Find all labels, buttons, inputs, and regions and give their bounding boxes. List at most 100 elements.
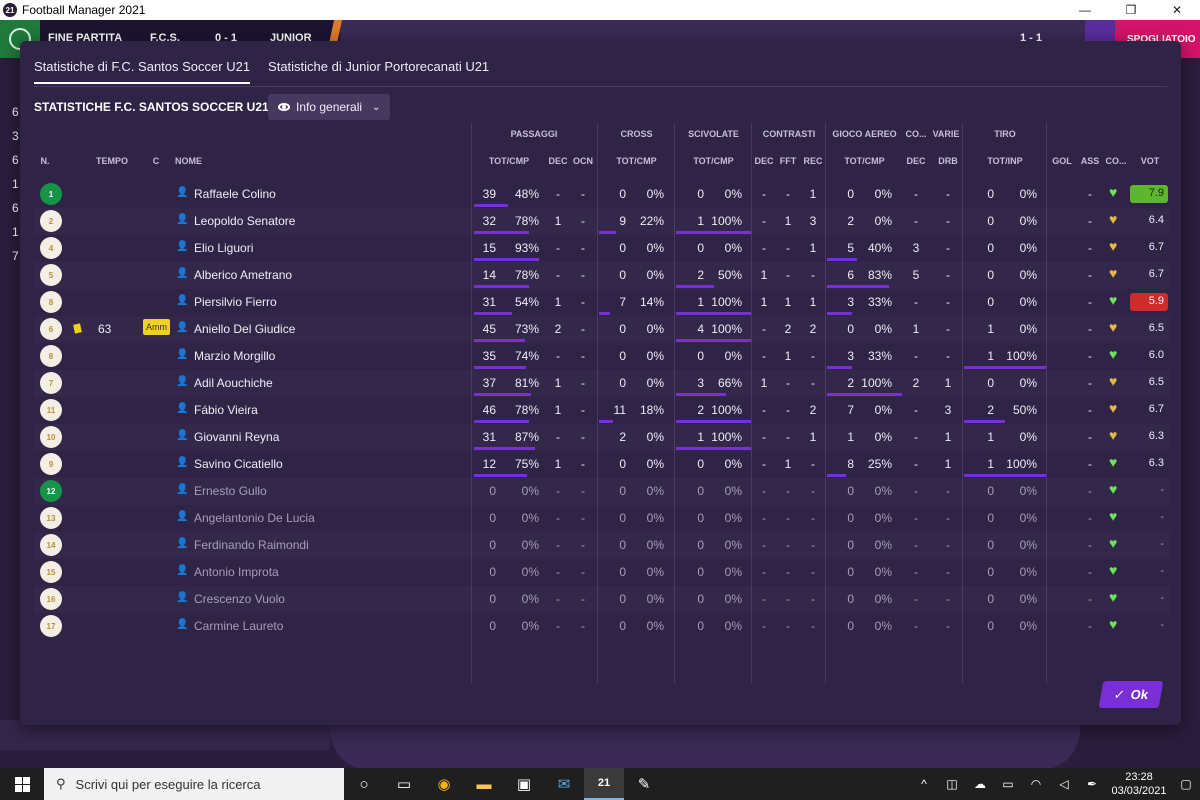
col-con-dec[interactable]: DEC [754, 156, 774, 166]
chevron-down-icon: ⌄ [372, 101, 381, 113]
col-condition[interactable]: CO... [1105, 156, 1127, 166]
paint-icon[interactable]: ✎ [637, 776, 651, 793]
col-aer-totcmp[interactable]: TOT/CMP [844, 156, 885, 166]
table-row[interactable]: 4 👤 Elio Liguori 15 93% - -0 0% 0 0% - -1 5 40% 3-0 0% -… [34, 235, 1170, 262]
table-row[interactable]: 12 👤 Ernesto Gullo 0 0% - - 0 0% 0 0% - - - 0 0% - - 0 0% - ♥… [34, 478, 1170, 505]
col-vot[interactable]: VOT [1140, 156, 1160, 166]
player-icon: 👤 [176, 457, 189, 468]
col-nome[interactable]: NOME [175, 156, 202, 166]
file-explorer-icon[interactable]: ▬ [476, 775, 492, 793]
view-selector-button[interactable]: Info generali ⌄ [268, 94, 390, 120]
table-row[interactable]: 2 👤 Leopoldo Senatore 32 78% 1-9 22% 1 100% -1 3 2 0… [34, 208, 1170, 235]
player-name[interactable]: Adil Aouchiche [194, 376, 273, 390]
task-view-icon[interactable]: ▭ [396, 776, 412, 793]
cortana-icon[interactable]: ○ [359, 775, 369, 793]
col-c[interactable]: C [152, 156, 160, 166]
col-tiro-totinp[interactable]: TOT/INP [987, 156, 1023, 166]
stat-ti-tot: 0 [987, 565, 994, 579]
player-name[interactable]: Raffaele Colino [194, 187, 276, 201]
wifi-icon[interactable]: ◠ [1030, 777, 1042, 791]
player-name[interactable]: Carmine Laureto [194, 619, 284, 633]
stat-ass: - [1088, 592, 1092, 606]
stat-sc-tot: 1 [697, 295, 704, 309]
player-name[interactable]: Fábio Vieira [194, 403, 258, 417]
tab-home-stats[interactable]: Statistiche di F.C. Santos Soccer U21 [34, 59, 251, 84]
player-name[interactable]: Aniello Del Giudice [194, 322, 296, 336]
table-row[interactable]: 5 👤 Alberico Ametrano 14 78% - -0 0% 2 50% 1- -6 83%… [34, 262, 1170, 289]
col-drb[interactable]: DRB [938, 156, 958, 166]
player-name[interactable]: Alberico Ametrano [194, 268, 293, 282]
table-row[interactable]: 14 👤 Ferdinando Raimondi 0 0% - - 0 0% 0 0% - - - 0 0% -… [34, 532, 1170, 559]
chevron-up-icon[interactable]: ^ [921, 777, 927, 791]
stat-bar [676, 312, 751, 315]
col-con-rec[interactable]: REC [803, 156, 823, 166]
clock[interactable]: 23:28 03/03/2021 [1106, 770, 1172, 798]
ok-button[interactable]: ✓ Ok [1098, 681, 1164, 708]
table-row[interactable]: 8 👤 Piersilvio Fierro 31 54% 1 - 7 14% 1 100% 1 1 1 3 3… [34, 289, 1170, 316]
stat-bar [474, 366, 526, 369]
stat-ae-tot: 0 [847, 592, 854, 606]
meet-icon[interactable]: ◫ [946, 777, 958, 791]
player-name[interactable]: Marzio Morgillo [194, 349, 276, 363]
stat-ti-tot: 0 [987, 511, 994, 525]
table-row[interactable]: 10 👤 Giovanni Reyna 31 87% - - 2 0% 1 100% - - 1 1 0% - 1… [34, 424, 1170, 451]
player-name[interactable]: Ernesto Gullo [194, 484, 267, 498]
table-row[interactable]: 6 63 Amm 👤 Aniello Del Giudice 45 73% 2-0 0% 4 100… [34, 316, 1170, 343]
maximize-button[interactable]: ❐ [1125, 3, 1137, 17]
cloud-icon[interactable]: ☁ [974, 777, 986, 791]
player-name[interactable]: Elio Liguori [194, 241, 254, 255]
football-manager-taskbar-icon[interactable]: 21 [584, 768, 624, 800]
col-pass-dec[interactable]: DEC [548, 156, 568, 166]
mail-icon[interactable]: ✉ [557, 776, 571, 793]
volume-icon[interactable]: ◁ [1059, 777, 1069, 791]
col-co-dec[interactable]: DEC [906, 156, 926, 166]
stat-cr-pct: 0% [646, 457, 664, 471]
player-name[interactable]: Piersilvio Fierro [194, 295, 277, 309]
stat-cr-pct: 0% [646, 592, 664, 606]
player-name[interactable]: Crescenzo Vuolo [194, 592, 285, 606]
condition-heart-icon: ♥ [1109, 211, 1118, 227]
col-sciv-totcmp[interactable]: TOT/CMP [693, 156, 734, 166]
table-row[interactable]: 8 👤 Marzio Morgillo 35 74% - - 0 0% 0 0% - 1 - 3 33% - - 1… [34, 343, 1170, 370]
store-icon[interactable]: ▣ [516, 776, 532, 793]
col-tempo[interactable]: TEMPO [95, 156, 128, 166]
condition-heart-icon: ♥ [1109, 400, 1118, 416]
col-cross-totcmp[interactable]: TOT/CMP [616, 156, 657, 166]
col-con-fft[interactable]: FFT [779, 156, 797, 166]
player-name[interactable]: Giovanni Reyna [194, 430, 280, 444]
start-button[interactable] [0, 768, 44, 800]
taskbar-search-input[interactable]: ⚲ Scrivi qui per eseguire la ricerca [44, 768, 344, 800]
stat-ct-dec: - [762, 322, 766, 336]
player-name[interactable]: Angelantonio De Lucia [194, 511, 315, 525]
player-rating: 6.5 [1148, 322, 1164, 334]
notifications-icon[interactable]: ▢ [1180, 777, 1192, 791]
table-row[interactable]: 17 👤 Carmine Laureto 0 0% - - 0 0% 0 0% - - - 0 0% - - 0 0%… [34, 613, 1170, 640]
stat-co-dec: - [914, 403, 918, 417]
col-n[interactable]: N. [40, 156, 50, 166]
tab-away-stats[interactable]: Statistiche di Junior Portorecanati U21 [268, 59, 490, 74]
stat-bar [676, 231, 751, 234]
player-name[interactable]: Antonio Improta [194, 565, 279, 579]
table-row[interactable]: 16 👤 Crescenzo Vuolo 0 0% - - 0 0% 0 0% - - - 0 0% - - 0 0%… [34, 586, 1170, 613]
player-name[interactable]: Leopoldo Senatore [194, 214, 296, 228]
col-pass-ocn[interactable]: OCN [573, 156, 593, 166]
table-row[interactable]: 1 👤 Raffaele Colino 39 48% - - 0 0% 0 0% - - 1 0 0% - - 0 0… [34, 181, 1170, 208]
table-row[interactable]: 11 👤 Fábio Vieira 46 78% 1 - 11 18% 2 100% - - 2 7 0% - 3… [34, 397, 1170, 424]
minimize-button[interactable]: — [1079, 3, 1091, 17]
col-ass[interactable]: ASS [1080, 156, 1100, 166]
table-row[interactable]: 7 👤 Adil Aouchiche 37 81% 1-0 0% 3 66% 1- -2 100% 2 1… [34, 370, 1170, 397]
player-name[interactable]: Savino Cicatiello [194, 457, 283, 471]
table-row[interactable]: 13 👤 Angelantonio De Lucia 0 0% - - 0 0% 0 0% - - - 0 0… [34, 505, 1170, 532]
battery-icon[interactable]: ▭ [1002, 777, 1014, 791]
chrome-icon[interactable]: ◉ [437, 776, 451, 793]
pen-icon[interactable]: ✒ [1086, 777, 1098, 791]
close-window-button[interactable]: ✕ [1171, 3, 1183, 17]
player-name[interactable]: Ferdinando Raimondi [194, 538, 309, 552]
col-pass-totcmp[interactable]: TOT/CMP [488, 156, 530, 166]
stat-drb: - [946, 349, 950, 363]
stat-p-ocn: - [581, 349, 585, 363]
col-gol[interactable]: GOL [1052, 156, 1072, 166]
table-row[interactable]: 15 👤 Antonio Improta 0 0% - - 0 0% 0 0% - - - 0 0% - - 0 0%… [34, 559, 1170, 586]
table-row[interactable]: 9 👤 Savino Cicatiello 12 75% 1 - 0 0% 0 0% - 1 - 8 25% -… [34, 451, 1170, 478]
stat-bar [676, 339, 751, 342]
